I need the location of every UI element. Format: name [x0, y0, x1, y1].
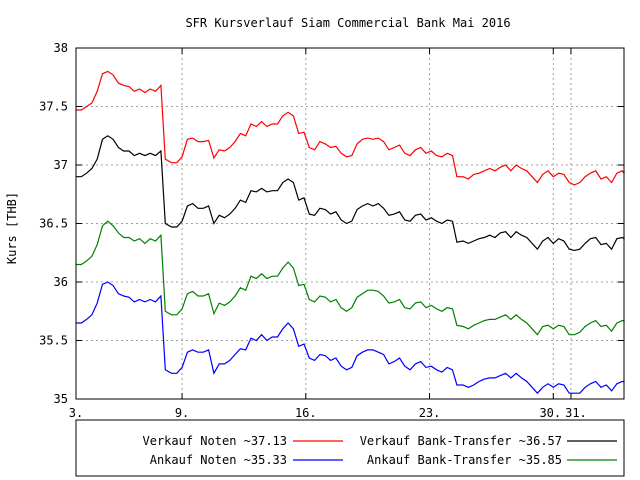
- series-line: [76, 281, 625, 395]
- y-tick-label: 35: [54, 392, 68, 406]
- legend: Verkauf Noten ~37.13 Verkauf Bank-Transfe…: [75, 419, 625, 477]
- y-tick-label: 35.5: [39, 334, 68, 348]
- legend-entry-label: Verkauf Bank-Transfer ~36.57: [360, 434, 562, 448]
- x-tick-label: 23.: [419, 406, 441, 420]
- series-line: [76, 220, 625, 336]
- grid: [76, 48, 624, 399]
- x-tick-label: 31.: [565, 406, 587, 420]
- y-axis-label: Kurs [THB]: [5, 192, 19, 264]
- series-group: [76, 70, 625, 395]
- y-tick-label: 36.5: [39, 217, 68, 231]
- y-tick-label: 36: [54, 275, 68, 289]
- legend-entry-label: Verkauf Noten ~37.13: [143, 434, 288, 448]
- x-tick-label: 9.: [175, 406, 189, 420]
- x-tick-label: 3.: [69, 406, 83, 420]
- series-line: [76, 70, 625, 186]
- legend-box: [75, 419, 625, 477]
- x-tick-label: 16.: [295, 406, 317, 420]
- y-tick-label: 37: [54, 158, 68, 172]
- legend-entry-label: Ankauf Noten ~35.33: [150, 453, 287, 467]
- chart-title: SFR Kursverlauf Siam Commercial Bank Mai…: [185, 16, 510, 30]
- legend-entry-label: Ankauf Bank-Transfer ~35.85: [367, 453, 562, 467]
- axis-ticks: 35 35.5 36 36.5 37 37.5 38 3. 9. 16. 23. 30. 31.: [39, 41, 624, 420]
- y-tick-label: 37.5: [39, 100, 68, 114]
- series-line: [76, 135, 625, 252]
- x-tick-label: 30.: [539, 406, 561, 420]
- y-tick-label: 38: [54, 41, 68, 55]
